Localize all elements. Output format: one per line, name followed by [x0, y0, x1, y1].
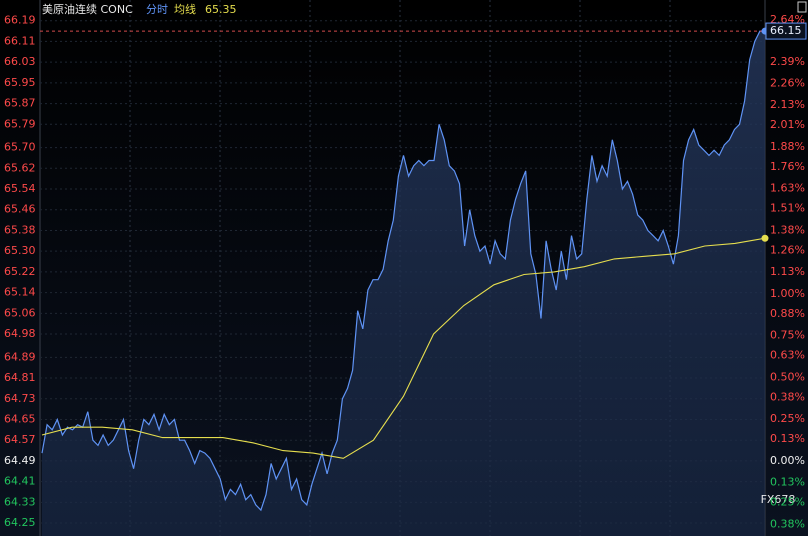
y-tick-label: 66.03 — [4, 55, 36, 68]
y-tick-label: 65.70 — [4, 141, 36, 154]
y2-tick-label: 0.88% — [770, 307, 805, 320]
y2-tick-label: 1.00% — [770, 287, 805, 300]
y-tick-label: 65.14 — [4, 286, 36, 299]
price-tag — [765, 22, 807, 40]
average-line — [41, 237, 766, 459]
y-tick-label: 65.38 — [4, 223, 36, 236]
y2-tick-label: 0.50% — [770, 370, 805, 383]
y2-tick-label: 1.88% — [770, 140, 805, 153]
y2-tick-label: 0.38% — [770, 390, 805, 403]
y2-tick-label: 0.13% — [770, 432, 805, 445]
average-value: 65.35 — [205, 3, 237, 16]
y-tick-label: 64.89 — [4, 350, 36, 363]
y-tick-label: 65.06 — [4, 306, 36, 319]
y-tick-label: 65.79 — [4, 117, 36, 130]
y2-tick-label: 1.63% — [770, 182, 805, 195]
y2-tick-label: 1.76% — [770, 160, 805, 173]
y2-tick-label: 0.38% — [770, 517, 805, 530]
y2-tick-label: 0.75% — [770, 329, 805, 342]
average-end-dot — [761, 234, 769, 242]
y2-tick-label: 0.00% — [770, 454, 805, 467]
y-tick-label: 64.81 — [4, 371, 36, 384]
y2-tick-label: 2.01% — [770, 118, 805, 131]
y-tick-label: 65.87 — [4, 97, 36, 110]
y-tick-label: 65.22 — [4, 265, 36, 278]
y-tick-label: 65.30 — [4, 244, 36, 257]
legend-label: 均线 — [174, 2, 196, 16]
y-tick-label: 64.41 — [4, 475, 36, 488]
price-line — [41, 30, 765, 512]
y-tick-label: 65.62 — [4, 161, 36, 174]
y2-tick-label: 0.63% — [770, 349, 805, 362]
y2-tick-label: 2.39% — [770, 55, 805, 68]
y2-tick-label: 1.51% — [770, 202, 805, 215]
y-tick-label: 65.95 — [4, 76, 36, 89]
y-tick-label: 64.33 — [4, 495, 36, 508]
y-tick-label: 66.19 — [4, 14, 36, 27]
y2-tick-label: 1.13% — [770, 265, 805, 278]
y2-tick-label: 1.38% — [770, 223, 805, 236]
y-tick-label: 65.54 — [4, 182, 36, 195]
y-tick-label: 64.65 — [4, 412, 36, 425]
price-area — [42, 31, 765, 536]
price-tag-label: 66.15 — [770, 24, 802, 37]
y-tick-label: 65.46 — [4, 203, 36, 216]
y2-tick-label: 2.26% — [770, 76, 805, 89]
y-tick-label: 64.25 — [4, 516, 36, 529]
y-tick-label: 64.49 — [4, 454, 36, 467]
y-tick-label: 64.98 — [4, 327, 36, 340]
y-tick-label: 64.57 — [4, 433, 36, 446]
y2-tick-label: 0.13% — [770, 476, 805, 489]
y-tick-label: 66.11 — [4, 34, 36, 47]
y2-tick-label: 1.26% — [770, 243, 805, 256]
chart-title: 美原油连续 CONC — [42, 2, 133, 16]
y-tick-label: 64.73 — [4, 392, 36, 405]
corner-icon[interactable] — [797, 1, 807, 13]
y2-tick-label: 0.25% — [770, 496, 805, 509]
legend-label: 分时 — [146, 3, 168, 16]
watermark: FX678 — [761, 493, 796, 506]
plot — [40, 20, 769, 536]
y2-tick-label: 0.25% — [770, 412, 805, 425]
y2-tick-label: 2.13% — [770, 98, 805, 111]
